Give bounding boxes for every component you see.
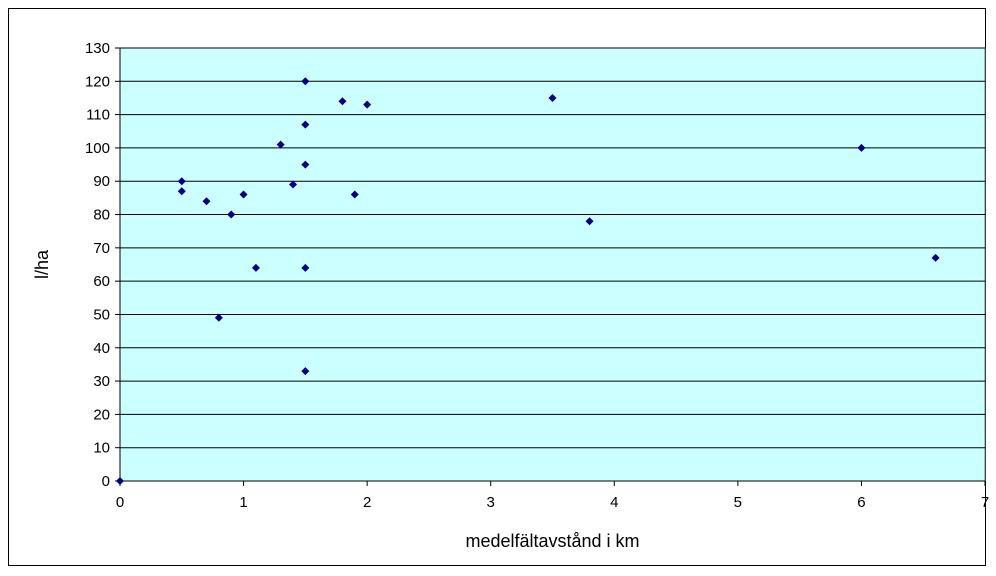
data-point xyxy=(276,140,285,149)
y-tick-label: 130 xyxy=(85,40,110,57)
x-tick-labels: 0 1 2 3 4 5 6 7 xyxy=(116,494,989,511)
data-point xyxy=(301,263,310,272)
y-tick-label: 90 xyxy=(93,173,110,190)
x-tick-label: 1 xyxy=(239,494,247,511)
data-point xyxy=(177,187,186,196)
y-tick-label: 110 xyxy=(86,107,110,124)
data-point xyxy=(548,93,557,102)
data-point xyxy=(585,217,594,226)
x-tick-label: 5 xyxy=(734,494,742,511)
y-tick-label: 70 xyxy=(93,240,110,257)
x-tick-label: 2 xyxy=(363,494,371,511)
data-point xyxy=(350,190,359,199)
data-point xyxy=(116,477,124,485)
y-tick-label: 40 xyxy=(93,340,110,357)
x-tick-label: 3 xyxy=(487,494,495,511)
x-axis-title: medelfältavstånd i km xyxy=(465,531,639,551)
data-point xyxy=(251,263,260,272)
axes xyxy=(119,48,986,486)
x-tick-label: 7 xyxy=(981,494,989,511)
y-tick-label: 80 xyxy=(93,207,110,224)
data-point xyxy=(338,97,347,106)
data-point xyxy=(301,367,310,376)
y-tick-label: 100 xyxy=(85,140,110,157)
x-tick-label: 6 xyxy=(857,494,865,511)
y-tick-label: 50 xyxy=(93,306,110,323)
data-point xyxy=(301,120,310,129)
plot-area xyxy=(119,47,986,482)
y-tick-label: 0 xyxy=(102,473,110,490)
data-point xyxy=(239,190,248,199)
data-point xyxy=(227,210,236,219)
y-tick-labels: 0 10 20 30 40 50 60 70 80 90 100 110 120 130 xyxy=(85,40,110,490)
y-tick-label: 10 xyxy=(93,440,110,457)
data-point xyxy=(363,100,372,109)
x-tick-label: 4 xyxy=(610,494,618,511)
y-tick-label: 30 xyxy=(93,373,110,390)
data-points xyxy=(116,77,940,485)
x-tick-label: 0 xyxy=(116,494,124,511)
y-tick-label: 20 xyxy=(93,406,110,423)
data-point xyxy=(857,143,866,152)
gridlines xyxy=(115,47,985,482)
y-axis-title: l/ha xyxy=(32,249,52,279)
data-point xyxy=(301,77,310,86)
data-point xyxy=(931,253,940,262)
y-tick-label: 60 xyxy=(93,273,110,290)
data-point xyxy=(202,197,211,206)
data-point xyxy=(214,313,223,322)
data-point xyxy=(301,160,310,169)
data-point xyxy=(289,180,297,189)
y-tick-label: 120 xyxy=(85,73,110,90)
data-point xyxy=(177,177,186,186)
